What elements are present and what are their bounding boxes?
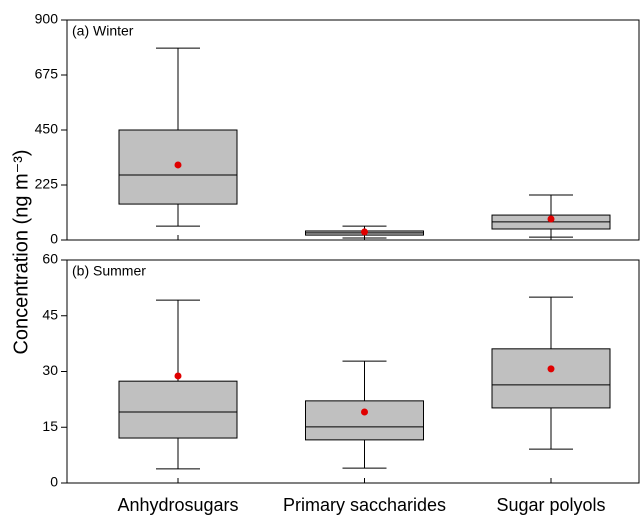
panel-title: (a) Winter [72, 23, 134, 39]
y-tick-label: 30 [42, 362, 58, 378]
box [305, 400, 424, 441]
y-tick-label: 0 [50, 474, 58, 490]
box [491, 348, 611, 409]
y-tick-label: 450 [35, 121, 59, 137]
mean [361, 408, 368, 416]
mean [174, 161, 182, 169]
mean [547, 365, 555, 373]
y-tick-label: 45 [42, 306, 58, 322]
y-tick-label: 15 [42, 418, 58, 434]
mean [361, 228, 368, 236]
y-axis-label: Concentration (ng m⁻³) [10, 149, 32, 354]
x-tick-label: Sugar polyols [496, 495, 605, 515]
y-tick-label: 900 [35, 11, 59, 27]
x-tick-label: Anhydrosugars [117, 495, 238, 515]
y-tick-label: 60 [42, 251, 58, 267]
y-tick-label: 225 [35, 176, 59, 192]
panel-title: (b) Summer [72, 263, 146, 279]
box [118, 380, 238, 439]
mean [547, 215, 555, 223]
x-tick-label: Primary saccharides [283, 495, 446, 515]
y-tick-label: 0 [50, 231, 58, 247]
y-tick-label: 675 [35, 66, 59, 82]
mean [174, 372, 182, 380]
